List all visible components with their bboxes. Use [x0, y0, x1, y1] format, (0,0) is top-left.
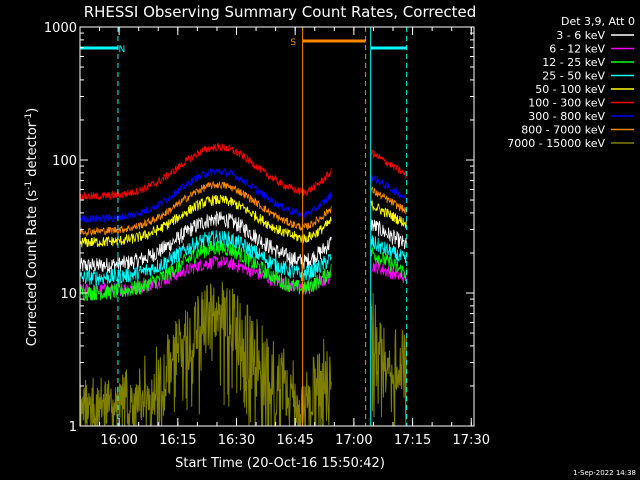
x-tick-label-0: 16:00 — [100, 433, 137, 448]
legend-label-7: 800 - 7000 keV — [521, 124, 605, 137]
series-line-0-seg-1 — [370, 218, 407, 250]
series-line-3-seg-0 — [79, 230, 332, 286]
series-line-6-seg-1 — [370, 174, 407, 201]
series-line-7-seg-1 — [370, 185, 407, 215]
x-tick-label-3: 16:45 — [276, 433, 313, 448]
y-tick-label-1: 10 — [60, 287, 77, 302]
series-line-7-seg-0 — [79, 181, 332, 237]
x-tick-label-5: 17:15 — [394, 433, 431, 448]
y-axis-label-sup2: -1 — [24, 113, 34, 122]
series-line-2-seg-1 — [370, 247, 407, 279]
footer-date: 1-Sep-2022 14:38 — [573, 469, 636, 477]
legend-label-2: 12 - 25 keV — [542, 56, 605, 69]
chart-title: RHESSI Observing Summary Count Rates, Co… — [84, 3, 477, 21]
y-axis-label: Corrected Count Rate (s-1 detector-1) — [24, 108, 40, 346]
legend-label-1: 6 - 12 keV — [549, 43, 605, 56]
y-axis-label-mid: detector — [25, 121, 40, 181]
y-axis-label-end: ) — [25, 108, 40, 113]
legend-label-5: 100 - 300 keV — [528, 97, 605, 110]
series-line-4-seg-1 — [370, 200, 407, 229]
series-line-0-seg-0 — [79, 211, 332, 273]
series-line-4-seg-0 — [79, 194, 332, 248]
legend-header: Det 3,9, Att 0 — [561, 15, 635, 28]
x-tick-label-6: 17:30 — [453, 433, 490, 448]
series-line-1-seg-1 — [370, 261, 407, 284]
x-tick-label-2: 16:30 — [218, 433, 255, 448]
y-tick-label-3: 1000 — [44, 21, 77, 36]
legend-label-6: 300 - 800 keV — [528, 110, 605, 123]
y-axis-label-sup1: -1 — [24, 181, 34, 190]
series-line-8-seg-0 — [79, 281, 332, 427]
y-tick-label-2: 100 — [52, 154, 77, 169]
legend-label-3: 25 - 50 keV — [542, 70, 605, 83]
x-axis-label: Start Time (20-Oct-16 15:50:42) — [175, 456, 385, 471]
legend-label-4: 50 - 100 keV — [535, 83, 605, 96]
series-line-3-seg-1 — [370, 235, 407, 264]
series-line-2-seg-0 — [79, 239, 332, 302]
flag-label-1: S — [290, 38, 296, 48]
flag-label-0: N — [118, 45, 125, 55]
x-tick-label-4: 17:00 — [335, 433, 372, 448]
plot-data — [79, 142, 407, 427]
series-line-5-seg-0 — [79, 142, 332, 202]
series-line-5-seg-1 — [370, 149, 407, 179]
y-tick-label-0: 1 — [69, 420, 77, 435]
series-line-6-seg-0 — [79, 167, 332, 224]
axes: 16:00 16:15 16:30 16:45 17:00 17:15 17:30 1 10 10… — [44, 21, 490, 448]
series-line-8-seg-1 — [370, 293, 407, 427]
y-axis-label-main: Corrected Count Rate (s — [25, 190, 40, 347]
x-tick-label-1: 16:15 — [159, 433, 196, 448]
plot-frame — [79, 26, 475, 427]
legend-label-0: 3 - 6 keV — [556, 29, 605, 42]
legend-label-8: 7000 - 15000 keV — [507, 137, 605, 150]
